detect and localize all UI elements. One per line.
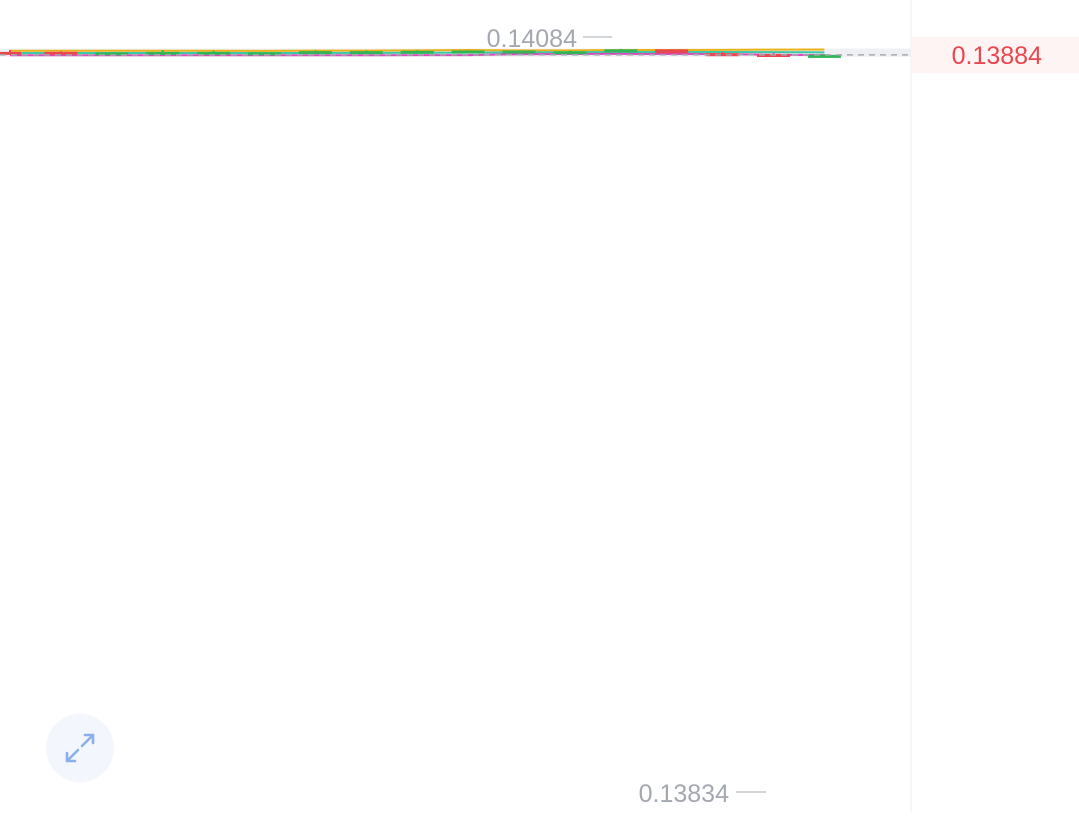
candle-body [451, 50, 485, 54]
last-price-label: 0.13884 [952, 42, 1042, 70]
candle[interactable] [0, 49, 21, 55]
candle-body [146, 51, 180, 55]
candle-body [807, 54, 841, 58]
candle-body [44, 51, 78, 55]
candle-body [706, 53, 740, 57]
candle-body [400, 50, 434, 54]
candle[interactable] [807, 54, 841, 58]
candle-body [349, 51, 383, 55]
candle[interactable] [553, 50, 587, 55]
candle-body [197, 51, 231, 55]
annotations: 0.14084 0.13834 0.13884 [0, 25, 1079, 808]
candle-body [0, 51, 21, 55]
candle[interactable] [502, 50, 536, 54]
candle[interactable] [451, 50, 485, 54]
candle[interactable] [248, 52, 281, 56]
candle-body [298, 51, 332, 55]
candle-body [655, 49, 689, 54]
candle-body [604, 49, 638, 53]
candle[interactable] [95, 52, 129, 56]
candle[interactable] [44, 51, 78, 55]
candle-body [248, 52, 281, 56]
candle[interactable] [655, 49, 689, 54]
candle[interactable] [400, 50, 434, 54]
candle[interactable] [298, 50, 332, 55]
expand-arrows-icon [65, 733, 95, 763]
candle[interactable] [706, 52, 740, 57]
candle[interactable] [146, 50, 180, 55]
candle[interactable] [197, 50, 231, 55]
candle-body [95, 52, 129, 56]
expand-button[interactable] [46, 714, 114, 782]
last-price-tag-background [912, 36, 1079, 73]
candles [0, 48, 841, 58]
candle[interactable] [349, 50, 383, 55]
candle-body [553, 51, 587, 55]
candle-body [502, 50, 536, 54]
candle[interactable] [604, 48, 638, 53]
max-price-label: 0.14084 [487, 25, 577, 53]
min-price-label: 0.13834 [639, 780, 729, 808]
